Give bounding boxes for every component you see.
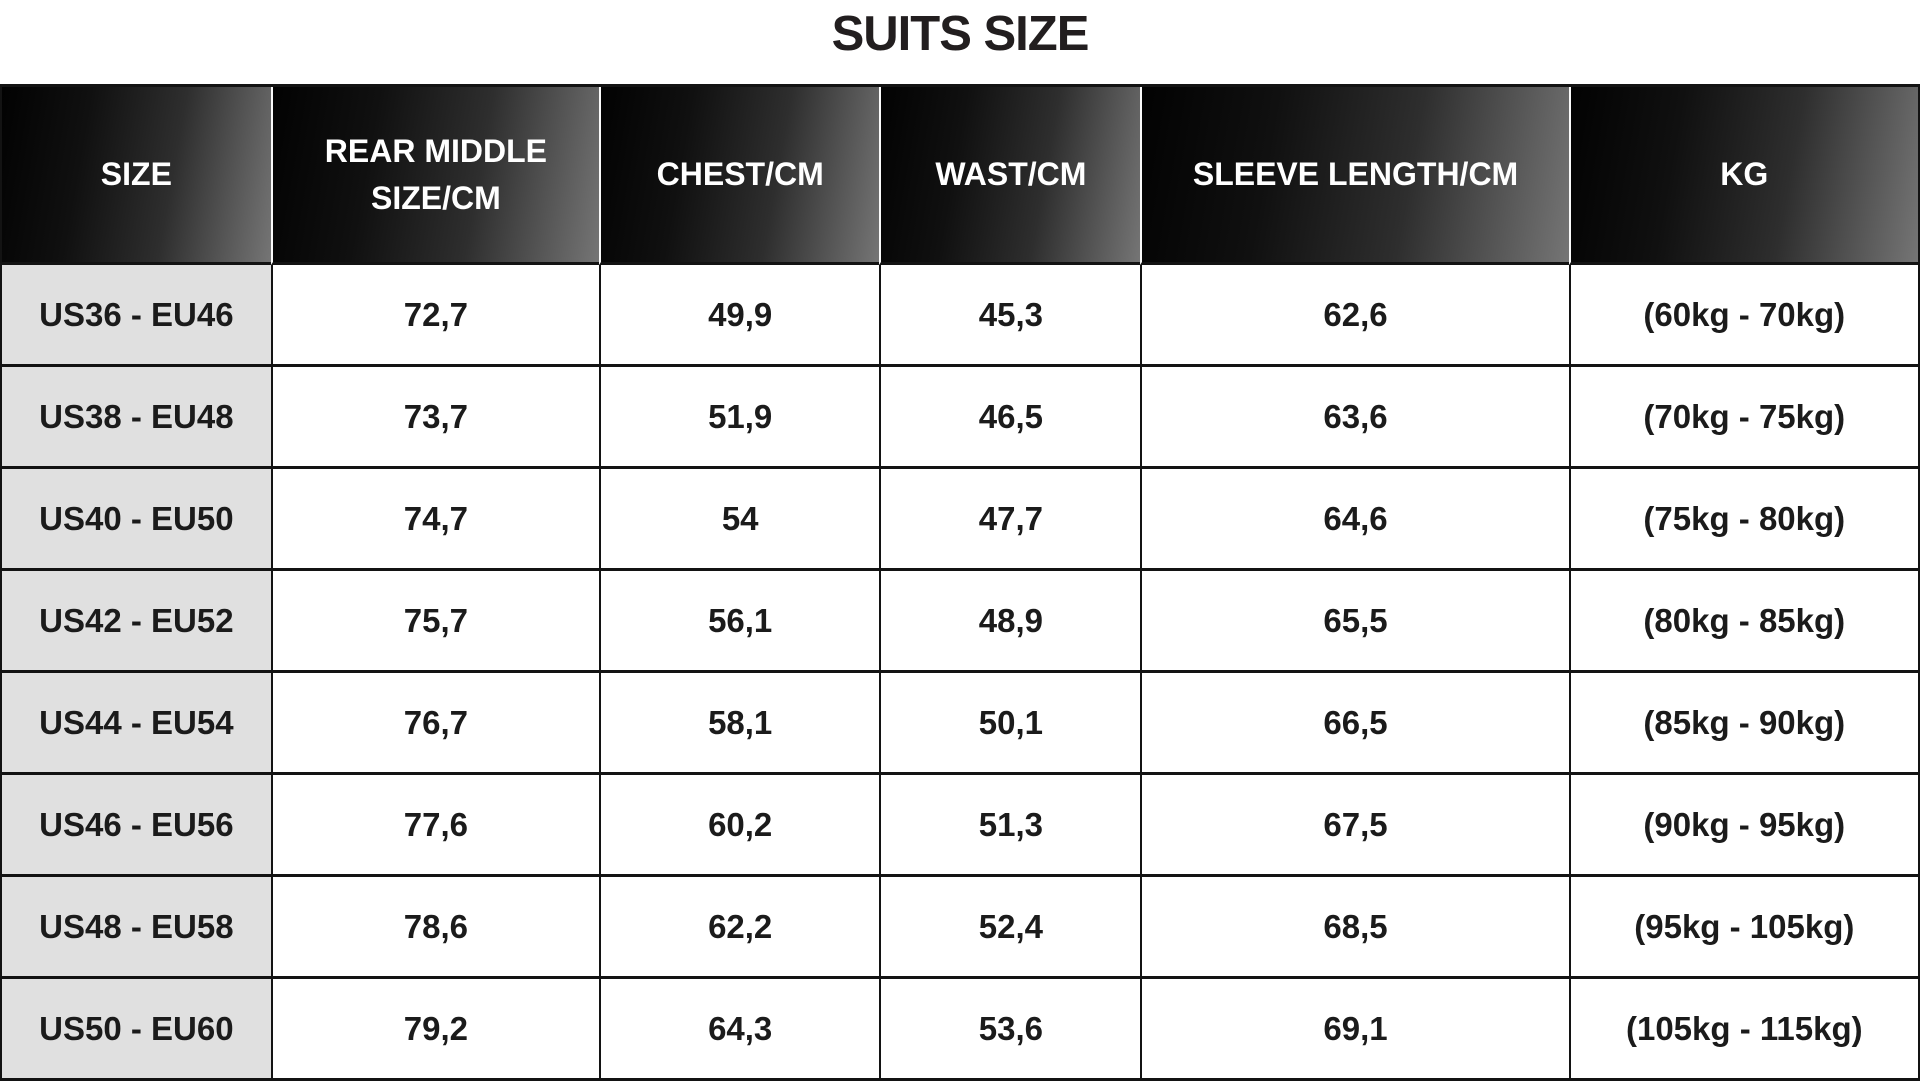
value-cell: 69,1 [1140, 979, 1569, 1081]
value-cell: 73,7 [270, 367, 600, 469]
value-cell: 65,5 [1140, 571, 1569, 673]
value-cell: 49,9 [599, 265, 880, 367]
table-header: SIZE REAR MIDDLE SIZE/CM CHEST/CM WAST/C… [0, 87, 1920, 265]
size-label-cell: US50 - EU60 [0, 979, 271, 1081]
value-cell: 67,5 [1140, 775, 1569, 877]
value-cell: 58,1 [599, 673, 880, 775]
value-cell: 79,2 [270, 979, 600, 1081]
value-cell: 63,6 [1140, 367, 1569, 469]
size-label-cell: US36 - EU46 [0, 265, 271, 367]
header-row: SIZE REAR MIDDLE SIZE/CM CHEST/CM WAST/C… [0, 87, 1920, 265]
value-cell: 60,2 [599, 775, 880, 877]
size-label-cell: US38 - EU48 [0, 367, 271, 469]
value-cell: 64,3 [599, 979, 880, 1081]
value-cell: 72,7 [270, 265, 600, 367]
table-row: US46 - EU56 77,6 60,2 51,3 67,5 (90kg - 95kg) [0, 775, 1920, 877]
table-row: US50 - EU60 79,2 64,3 53,6 69,1 (105kg - 115k… [0, 979, 1920, 1081]
value-cell: (90kg - 95kg) [1568, 775, 1920, 877]
value-cell: 66,5 [1140, 673, 1569, 775]
column-header-size: SIZE [0, 87, 271, 265]
value-cell: (85kg - 90kg) [1568, 673, 1920, 775]
column-header-sleeve-length: SLEEVE LENGTH/CM [1140, 87, 1569, 265]
size-label-cell: US40 - EU50 [0, 469, 271, 571]
value-cell: 62,2 [599, 877, 880, 979]
value-cell: 53,6 [879, 979, 1141, 1081]
table-row: US42 - EU52 75,7 56,1 48,9 65,5 (80kg - 85kg) [0, 571, 1920, 673]
value-cell: 47,7 [879, 469, 1141, 571]
value-cell: 68,5 [1140, 877, 1569, 979]
value-cell: 51,9 [599, 367, 880, 469]
column-header-chest: CHEST/CM [599, 87, 880, 265]
value-cell: 45,3 [879, 265, 1141, 367]
table-row: US38 - EU48 73,7 51,9 46,5 63,6 (70kg - 75kg) [0, 367, 1920, 469]
page-title: SUITS SIZE [831, 7, 1090, 61]
table-body: US36 - EU46 72,7 49,9 45,3 62,6 (60kg - 70kg)… [0, 265, 1920, 1081]
value-cell: 52,4 [879, 877, 1141, 979]
size-label-cell: US48 - EU58 [0, 877, 271, 979]
value-cell: 76,7 [270, 673, 600, 775]
value-cell: 78,6 [270, 877, 600, 979]
value-cell: 74,7 [270, 469, 600, 571]
value-cell: 75,7 [270, 571, 600, 673]
value-cell: 46,5 [879, 367, 1141, 469]
value-cell: (95kg - 105kg) [1568, 877, 1920, 979]
value-cell: (80kg - 85kg) [1568, 571, 1920, 673]
value-cell: 48,9 [879, 571, 1141, 673]
column-header-rear-middle: REAR MIDDLE SIZE/CM [270, 87, 600, 265]
value-cell: (105kg - 115kg) [1568, 979, 1920, 1081]
size-label-cell: US46 - EU56 [0, 775, 271, 877]
value-cell: 77,6 [270, 775, 600, 877]
size-table: SIZE REAR MIDDLE SIZE/CM CHEST/CM WAST/C… [0, 84, 1920, 1081]
value-cell: 54 [599, 469, 880, 571]
size-label-cell: US42 - EU52 [0, 571, 271, 673]
value-cell: (70kg - 75kg) [1568, 367, 1920, 469]
table-row: US40 - EU50 74,7 54 47,7 64,6 (75kg - 80kg) [0, 469, 1920, 571]
value-cell: 50,1 [879, 673, 1141, 775]
table-row: US36 - EU46 72,7 49,9 45,3 62,6 (60kg - 70kg) [0, 265, 1920, 367]
table-row: US48 - EU58 78,6 62,2 52,4 68,5 (95kg - 105kg… [0, 877, 1920, 979]
value-cell: 64,6 [1140, 469, 1569, 571]
value-cell: 51,3 [879, 775, 1141, 877]
table-row: US44 - EU54 76,7 58,1 50,1 66,5 (85kg - 90kg) [0, 673, 1920, 775]
value-cell: (60kg - 70kg) [1568, 265, 1920, 367]
value-cell: 56,1 [599, 571, 880, 673]
column-header-kg: KG [1568, 87, 1920, 265]
size-label-cell: US44 - EU54 [0, 673, 271, 775]
value-cell: (75kg - 80kg) [1568, 469, 1920, 571]
value-cell: 62,6 [1140, 265, 1569, 367]
column-header-wast: WAST/CM [879, 87, 1141, 265]
